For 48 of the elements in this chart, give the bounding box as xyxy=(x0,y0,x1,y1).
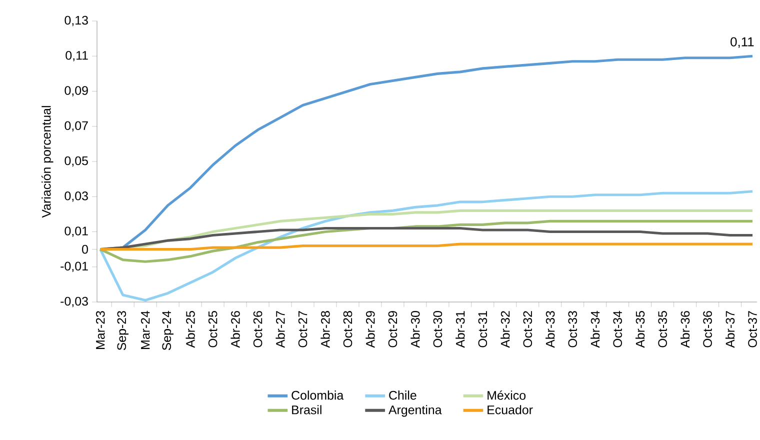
legend-label: Colombia xyxy=(292,390,344,400)
y-tick-label: 0,09 xyxy=(64,86,88,96)
y-axis-title: Variación porcentual xyxy=(42,106,54,218)
legend-label: Chile xyxy=(389,390,416,400)
x-tick-label: Abr-35 xyxy=(635,311,645,348)
x-tick-label: Oct-33 xyxy=(568,311,578,348)
y-tick-label: 0,05 xyxy=(64,156,88,167)
x-tick-label: Mar-24 xyxy=(140,310,150,349)
x-tick-label: Abr-28 xyxy=(320,311,330,348)
x-tick-label: Mar-23 xyxy=(96,311,105,349)
x-tick-label: Oct-37 xyxy=(748,311,757,348)
y-tick-label: -0,01 xyxy=(60,262,88,272)
x-tick-label: Oct-32 xyxy=(523,311,532,348)
x-tick-label: Oct-35 xyxy=(658,311,667,348)
x-tick-label: Abr-30 xyxy=(410,311,420,348)
x-tick-label: Abr-33 xyxy=(546,311,555,348)
x-tick-label: Sep-24 xyxy=(162,310,174,350)
legend-label: México xyxy=(488,390,526,400)
y-tick-label: 0,07 xyxy=(64,121,88,132)
x-tick-label: Oct-31 xyxy=(478,311,488,348)
x-tick-label: Oct-34 xyxy=(613,310,622,348)
legend-label: Argentina xyxy=(388,405,442,417)
x-tick-label: Abr-32 xyxy=(500,311,510,348)
legend-label: Ecuador xyxy=(488,405,533,414)
x-tick-label: Oct-25 xyxy=(208,311,218,348)
x-tick-label: Abr-37 xyxy=(725,311,735,348)
y-tick-label: 0 xyxy=(82,244,88,254)
annotation: 0,11 xyxy=(730,37,754,48)
x-tick-label: Oct-36 xyxy=(703,311,712,348)
x-tick-label: Abr-36 xyxy=(680,311,690,348)
x-tick-label: Abr-25 xyxy=(186,311,195,348)
x-tick-label: Abr-27 xyxy=(276,311,285,348)
y-tick-label: 0,13 xyxy=(64,16,88,26)
y-tick-label: 0,03 xyxy=(64,191,88,202)
legend-label: Brasil xyxy=(292,405,322,414)
y-tick-label: 0,01 xyxy=(64,226,88,237)
x-tick-label: Abr-31 xyxy=(456,311,465,348)
x-tick-label: Abr-26 xyxy=(230,311,240,348)
x-tick-label: Oct-28 xyxy=(343,311,352,348)
x-tick-label: Sep-23 xyxy=(117,311,128,350)
y-tick-label: -0,03 xyxy=(60,296,88,308)
x-tick-label: Abr-29 xyxy=(366,311,375,348)
x-tick-label: Oct-29 xyxy=(388,311,398,348)
y-tick-label: 0,11 xyxy=(66,50,88,62)
x-tick-label: Oct-30 xyxy=(433,311,442,348)
x-tick-label: Oct-27 xyxy=(298,311,308,348)
x-tick-label: Oct-26 xyxy=(253,311,262,348)
x-tick-label: Abr-34 xyxy=(590,310,600,348)
